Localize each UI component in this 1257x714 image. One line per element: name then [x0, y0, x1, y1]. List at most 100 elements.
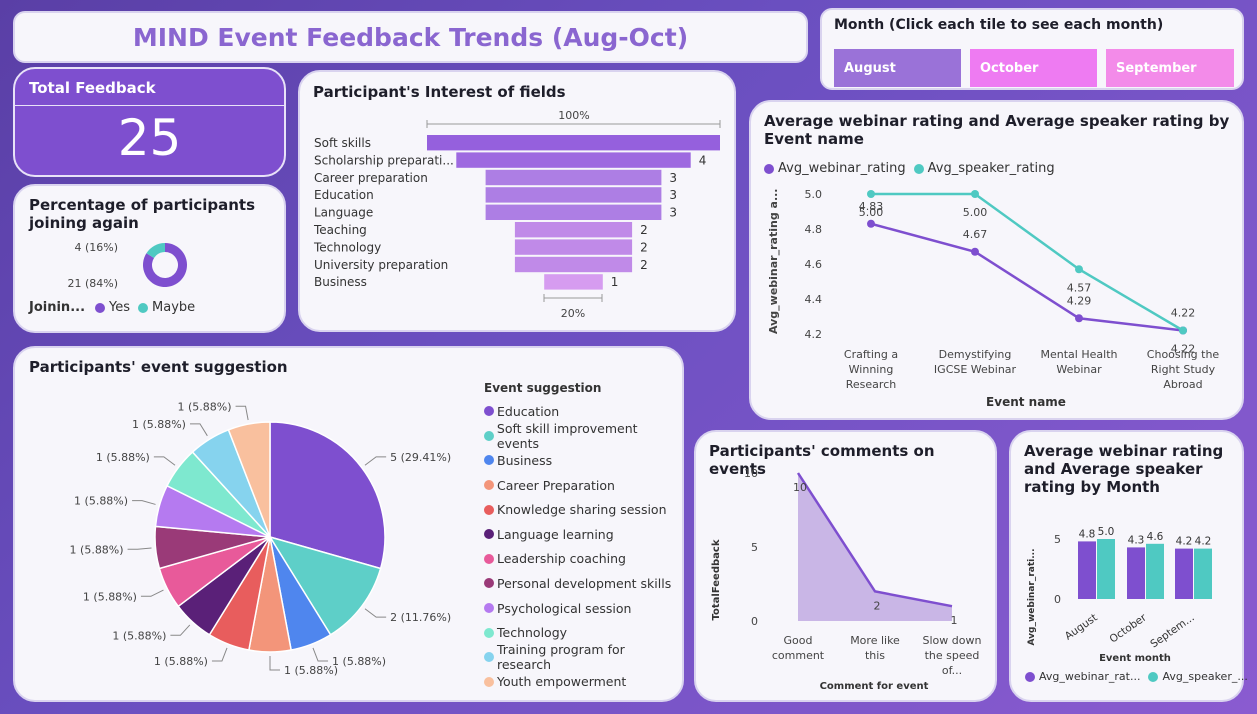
month-rating-bar-chart: Avg_webinar_rati... 5 0 4.8 5.0 August 4.3 4.6…: [1027, 526, 1212, 664]
suggestion-legend-item[interactable]: Personal development skills: [484, 571, 682, 596]
funnel-category-label: Scholarship preparati...: [314, 153, 454, 167]
pie-data-label: 1 (5.88%): [284, 664, 338, 677]
donut-slice-maybe[interactable]: [146, 243, 165, 259]
month-bar-label: 4.8: [1079, 528, 1096, 540]
donut-label-maybe: 4 (16%): [74, 241, 118, 254]
joining-legend: Joinin... Yes Maybe: [29, 300, 195, 315]
area-data-label: 2: [874, 599, 881, 612]
legend-dot-icon: [484, 430, 494, 441]
x-tick-label: Demystifying IGCSE Webinar: [934, 348, 1017, 376]
data-point-Avg_webinar_rating[interactable]: [1075, 314, 1083, 323]
y-tick-label: 4.6: [805, 258, 823, 271]
pie-leader-line: [140, 589, 164, 597]
y-tick-label: 5.0: [805, 188, 823, 201]
pie-slice[interactable]: [227, 421, 271, 538]
funnel-bar[interactable]: [514, 256, 633, 273]
pie-data-label: 5 (29.41%): [390, 451, 451, 464]
month-slicer-title: Month (Click each tile to see each month…: [834, 17, 1164, 33]
pie-slice[interactable]: [268, 535, 382, 636]
suggestion-legend-item[interactable]: Career Preparation: [484, 473, 682, 498]
legend-yes-icon: [95, 302, 106, 313]
tile-october[interactable]: October: [970, 49, 1097, 87]
suggestion-legend-item[interactable]: Leadership coaching: [484, 547, 682, 572]
month-bar-Avg_speaker_rating[interactable]: [1194, 548, 1212, 599]
data-point-Avg_speaker_rating[interactable]: [867, 190, 875, 198]
donut-slice-yes[interactable]: [143, 243, 187, 287]
event-rating-legend: Avg_webinar_rating Avg_speaker_rating: [764, 161, 1055, 176]
data-point-Avg_speaker_rating[interactable]: [1075, 265, 1083, 274]
month-slicer: Month (Click each tile to see each month…: [820, 8, 1244, 90]
pie-data-label: 2 (11.76%): [390, 611, 451, 624]
month-bar-Avg_webinar_rating[interactable]: [1175, 548, 1193, 599]
funnel-data-label: 2: [640, 258, 648, 272]
legend-item-label: Career Preparation: [497, 477, 615, 493]
legend-dot-icon: [484, 529, 494, 540]
suggestion-legend-item[interactable]: Education: [484, 399, 682, 424]
month-bar-Avg_speaker_rating[interactable]: [1097, 539, 1115, 599]
month-bar-Avg_webinar_rating[interactable]: [1078, 541, 1096, 599]
month-rating-card: Average webinar rating and Average speak…: [1009, 430, 1248, 702]
funnel-bar[interactable]: [427, 135, 720, 151]
funnel-bar[interactable]: [544, 274, 603, 290]
legend-item-label: Language learning: [497, 526, 614, 542]
x-tick-label: August: [1063, 612, 1100, 643]
interest-title: Participant's Interest of fields: [313, 83, 566, 101]
y-tick-label: 0: [751, 615, 758, 628]
area-data-label: 1: [951, 614, 958, 627]
pie-leader-line: [170, 624, 191, 636]
x-tick-label: More like this: [850, 634, 900, 662]
tile-september[interactable]: September: [1106, 49, 1234, 87]
tile-august[interactable]: August: [834, 49, 961, 87]
data-label-Avg_speaker_rating: 4.22: [1171, 343, 1196, 356]
joining-donut-chart: 4 (16%) 21 (84%): [67, 241, 187, 290]
data-point-Avg_speaker_rating[interactable]: [1179, 326, 1187, 335]
event-rating-xlabel: Event name: [986, 395, 1066, 409]
series-line-Avg_webinar_rating: [870, 222, 1184, 332]
suggestion-legend-item[interactable]: Language learning: [484, 522, 682, 547]
y-tick-label: 4.8: [805, 223, 823, 236]
funnel-bar[interactable]: [485, 169, 662, 186]
funnel-bar[interactable]: [456, 152, 691, 168]
suggestion-legend-item[interactable]: Training program for research: [484, 642, 682, 673]
month-bar-label: 4.3: [1128, 534, 1145, 546]
pie-data-label: 1 (5.88%): [74, 495, 128, 508]
month-bar-Avg_speaker_rating[interactable]: [1146, 543, 1164, 599]
legend-dot-icon: [484, 676, 494, 687]
suggestion-legend-item[interactable]: Technology: [484, 620, 682, 645]
pie-slice[interactable]: [269, 421, 386, 570]
suggestion-legend-item[interactable]: Knowledge sharing session: [484, 497, 682, 522]
legend-webinar: Avg_webinar_rating: [778, 161, 906, 176]
pie-leader-line: [153, 456, 176, 466]
comments-ylabel: TotalFeedback: [711, 539, 722, 620]
suggestion-legend-item[interactable]: Psychological session: [484, 596, 682, 621]
total-feedback-value: 25: [117, 109, 182, 167]
data-point-Avg_webinar_rating[interactable]: [867, 219, 875, 228]
legend-item-label: Training program for research: [496, 642, 625, 673]
funnel-bar[interactable]: [514, 222, 633, 238]
data-point-Avg_speaker_rating[interactable]: [971, 190, 979, 198]
suggestion-pie-chart: 5 (29.41%)2 (11.76%)1 (5.88%)1 (5.88%)1 …: [70, 400, 452, 677]
month-bar-label: 4.2: [1176, 536, 1193, 548]
funnel-bar[interactable]: [485, 204, 662, 220]
month-bar-Avg_webinar_rating[interactable]: [1127, 547, 1145, 599]
total-feedback-label: Total Feedback: [29, 79, 156, 97]
legend-month-webinar-icon: [1025, 671, 1035, 682]
legend-dot-icon: [484, 406, 494, 417]
funnel-data-label: 3: [669, 188, 677, 202]
legend-item-label: Business: [497, 452, 553, 468]
legend-speaker-icon: [913, 163, 924, 174]
data-point-Avg_webinar_rating[interactable]: [971, 247, 979, 256]
funnel-data-label: 3: [669, 171, 677, 185]
funnel-data-label: 1: [611, 275, 619, 289]
y-tick-label: 10: [744, 467, 758, 480]
suggestion-legend-item[interactable]: Business: [484, 448, 682, 473]
pie-leader-line: [235, 405, 249, 421]
legend-month-webinar: Avg_webinar_rat...: [1039, 670, 1141, 683]
funnel-bar[interactable]: [514, 239, 633, 255]
funnel-bar[interactable]: [485, 187, 662, 203]
data-label-Avg_webinar_rating: 4.22: [1171, 307, 1196, 320]
suggestion-legend-item[interactable]: Soft skill improvement events: [484, 421, 682, 451]
comments-area-chart: TotalFeedback 10 5 0 10 Good comment 2 More lik…: [711, 467, 981, 692]
suggestion-legend-item[interactable]: Youth empowerment: [484, 670, 682, 695]
legend-item-label: Leadership coaching: [497, 551, 626, 567]
